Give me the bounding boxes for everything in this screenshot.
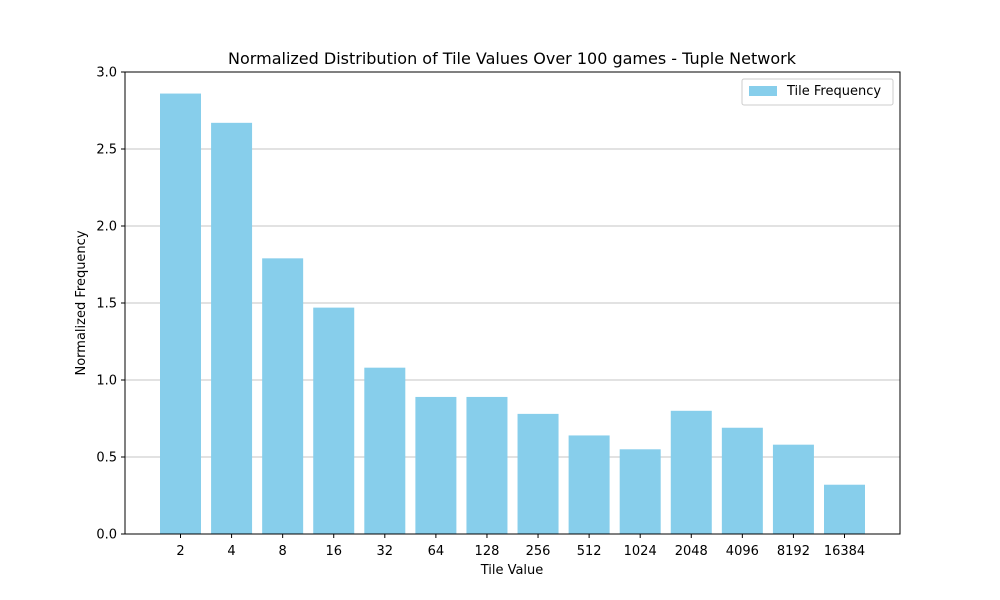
chart-title: Normalized Distribution of Tile Values O… (228, 49, 797, 68)
y-tick-label: 1.0 (96, 374, 117, 389)
bar (772, 444, 814, 534)
x-tick-label: 16 (325, 544, 342, 559)
x-axis-label: Tile Value (480, 563, 544, 578)
bar (313, 307, 355, 534)
bar (568, 435, 610, 534)
x-tick-label: 2 (176, 544, 184, 559)
bar (721, 427, 763, 534)
x-tick-label: 128 (475, 544, 500, 559)
x-tick-label: 256 (526, 544, 551, 559)
x-tick-label: 32 (377, 544, 394, 559)
x-tick-label: 64 (428, 544, 445, 559)
legend-label: Tile Frequency (786, 84, 881, 99)
x-tick-label: 2048 (675, 544, 708, 559)
bar (211, 122, 253, 534)
x-tick-label: 512 (577, 544, 602, 559)
bars (160, 93, 865, 534)
bar (466, 396, 508, 534)
y-tick-label: 2.0 (96, 220, 117, 235)
y-tick-label: 0.5 (96, 451, 117, 466)
y-axis: 0.0 0.5 1.0 1.5 2.0 2.5 3.0 (96, 66, 125, 543)
y-tick-label: 1.5 (96, 297, 117, 312)
bar (415, 396, 457, 534)
bar (262, 258, 304, 534)
x-tick-label: 8 (279, 544, 287, 559)
x-tick-label: 4 (227, 544, 235, 559)
x-tick-label: 4096 (726, 544, 759, 559)
y-tick-label: 3.0 (96, 66, 117, 81)
y-tick-label: 2.5 (96, 143, 117, 158)
bar (160, 93, 201, 534)
x-axis: 2 4 8 16 32 64 128 256 512 1024 2048 4096 8192 16384 (176, 534, 865, 559)
x-tick-label: 8192 (777, 544, 810, 559)
legend-box (741, 78, 894, 106)
gridlines (125, 148, 900, 458)
bar (517, 413, 559, 534)
bar (670, 410, 712, 534)
y-tick-label: 0.0 (96, 528, 117, 543)
bar (364, 367, 406, 534)
bar (824, 484, 865, 534)
bar (619, 449, 661, 534)
y-axis-label: Normalized Frequency (74, 230, 89, 375)
legend-swatch (749, 86, 777, 96)
x-tick-label: 16384 (824, 544, 865, 559)
x-tick-label: 1024 (624, 544, 657, 559)
legend: Tile Frequency (741, 78, 894, 106)
